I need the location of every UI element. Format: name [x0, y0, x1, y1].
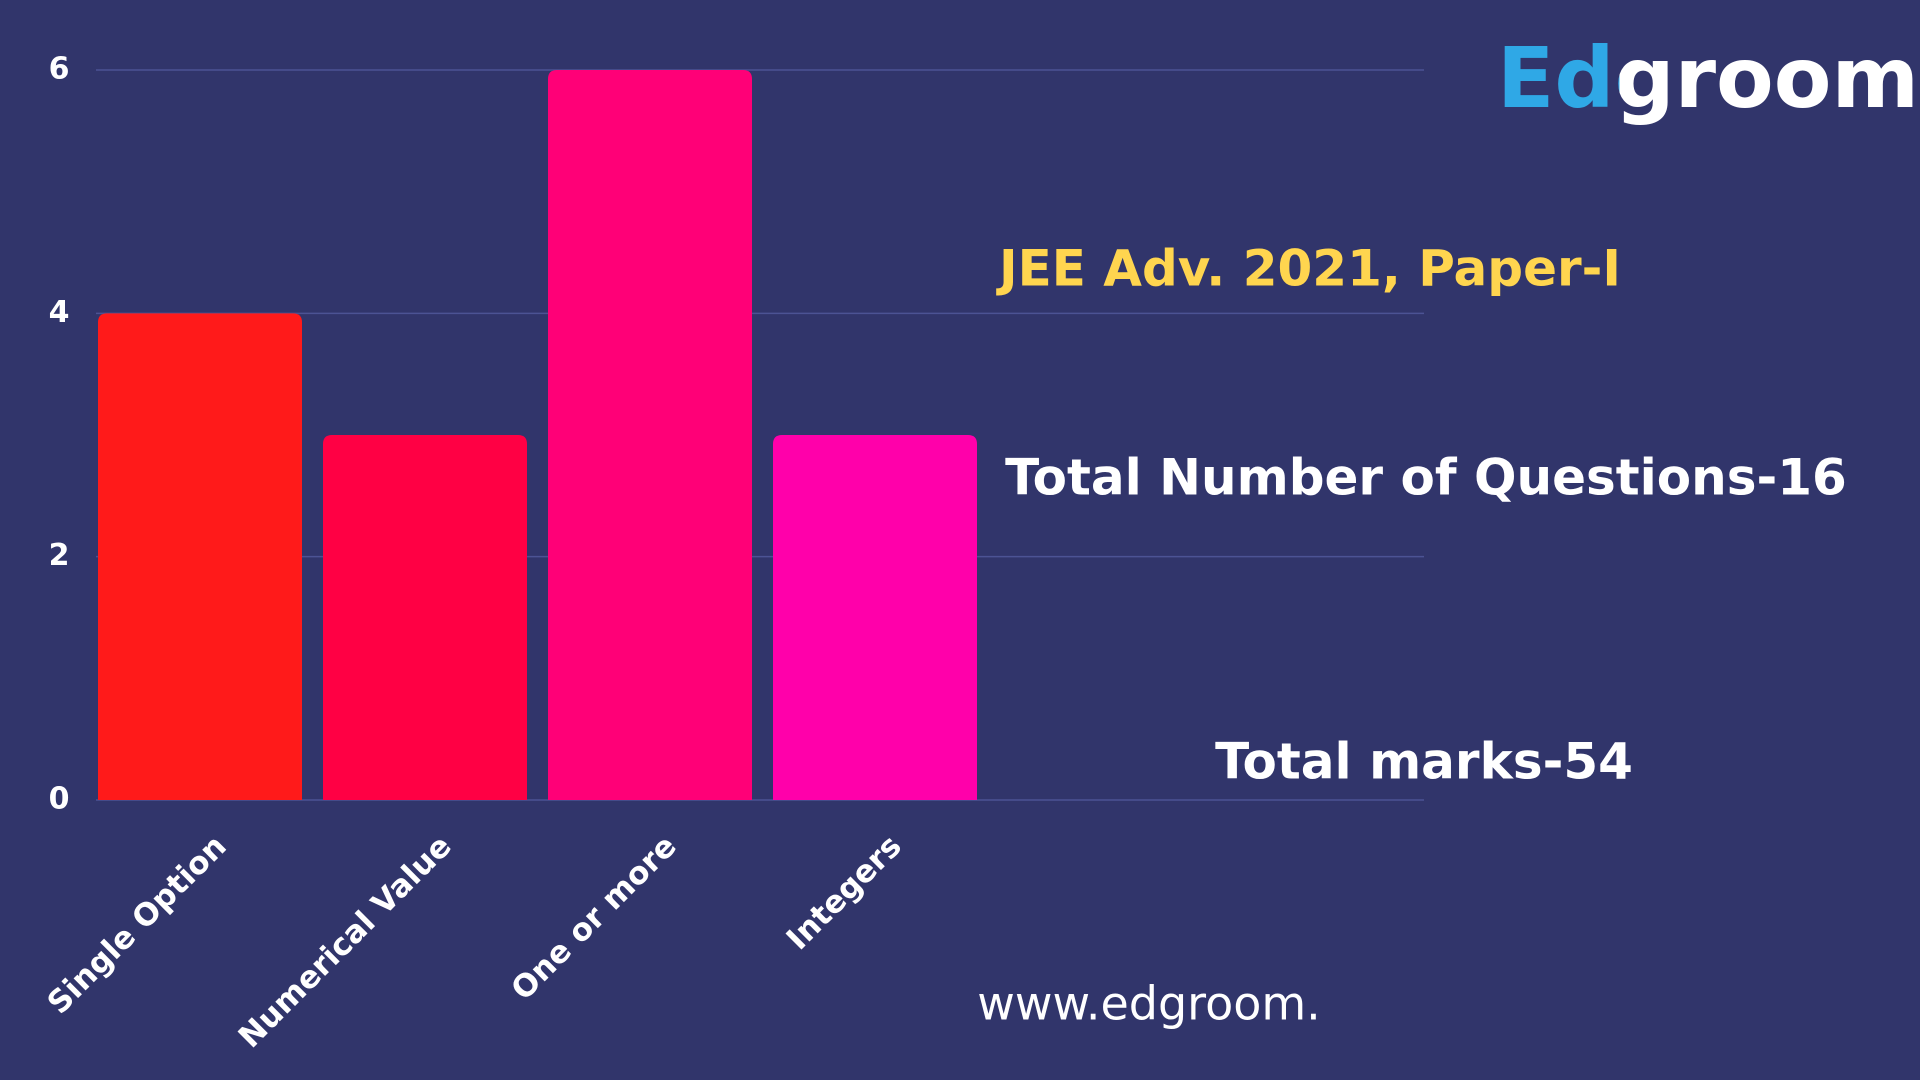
y-tick-label: 4	[49, 295, 70, 330]
annotation: Total marks-54	[1215, 733, 1633, 791]
x-tick-label: Integers	[780, 828, 909, 957]
y-tick-label: 6	[49, 52, 70, 87]
y-tick-label: 0	[49, 782, 70, 817]
bar	[98, 313, 302, 800]
logo: Edgroom	[1497, 29, 1919, 127]
y-tick-label: 2	[49, 538, 70, 573]
bar	[773, 435, 977, 800]
bar	[323, 435, 527, 800]
bar	[548, 70, 752, 800]
annotation: JEE Adv. 2021, Paper-I	[996, 240, 1621, 298]
x-tick-label: One or more	[504, 828, 683, 1007]
annotation: Total Number of Questions-16	[1005, 449, 1847, 507]
x-tick-label: Single Option	[41, 828, 234, 1021]
website: www.edgroom.	[977, 977, 1321, 1031]
x-tick-label: Numerical Value	[232, 828, 459, 1055]
